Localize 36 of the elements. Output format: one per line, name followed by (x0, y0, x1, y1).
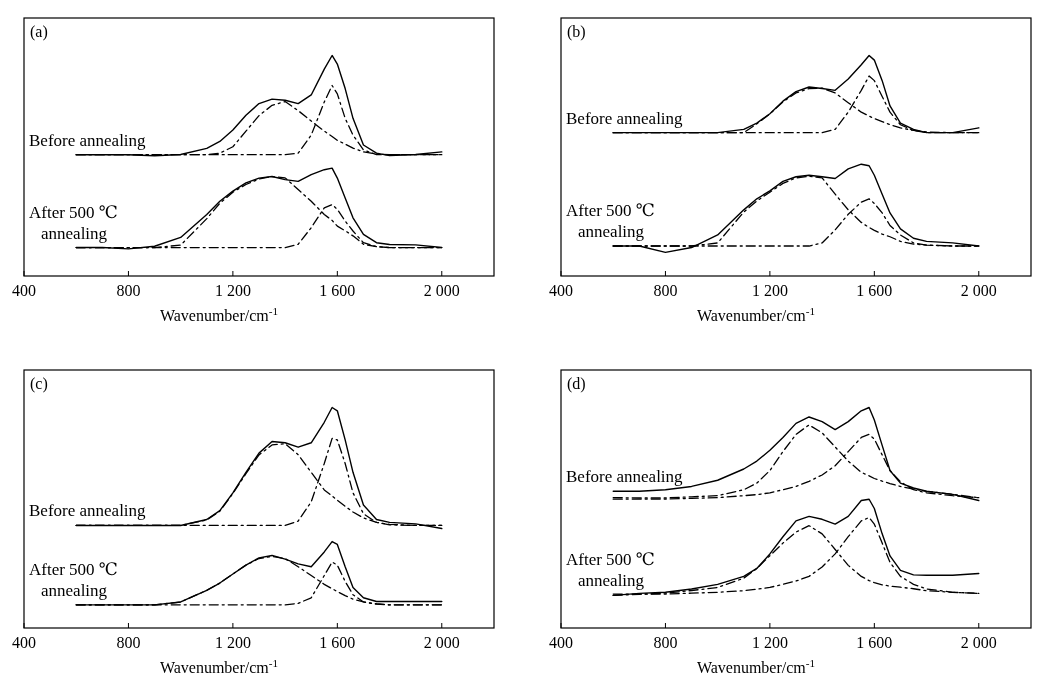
series-label: Before annealing (29, 501, 147, 521)
x-tick-label: 2 000 (960, 634, 997, 651)
chart-title: (a) (30, 23, 48, 41)
x-tick-label: 1 200 (751, 634, 788, 651)
series-label: After 500 ℃ annealing (566, 550, 655, 591)
x-tick-label: 400 (549, 634, 573, 651)
series-label: Before annealing (566, 467, 684, 487)
x-tick-label: 800 (653, 634, 678, 651)
x-axis-title: Wavenumber/cm$^{-1}$ (159, 657, 279, 676)
x-tick-label: 800 (116, 282, 141, 299)
series-label: After 500 ℃ annealing (29, 559, 118, 600)
x-tick-label: 2 000 (423, 282, 460, 299)
x-tick-label: 400 (12, 282, 36, 299)
x-tick-label: 800 (116, 634, 141, 651)
x-tick-label: 800 (653, 282, 678, 299)
x-axis-title: Wavenumber/cm$^{-1}$ (159, 305, 279, 324)
x-tick-label: 1 600 (319, 634, 356, 651)
series-label: After 500 ℃ annealing (566, 201, 655, 242)
x-tick-label: 1 200 (751, 282, 788, 299)
chart-title: (c) (30, 375, 48, 393)
series-label: After 500 ℃ annealing (29, 202, 118, 243)
series-label: Before annealing (566, 108, 684, 128)
x-tick-label: 2 000 (423, 634, 460, 651)
x-tick-label: 1 600 (856, 634, 893, 651)
series-label: Before annealing (29, 130, 147, 150)
x-tick-label: 1 600 (319, 282, 356, 299)
x-axis-title: Wavenumber/cm$^{-1}$ (696, 657, 816, 676)
chart-title: (d) (567, 375, 586, 393)
chart-title: (b) (567, 23, 586, 41)
x-tick-label: 1 200 (214, 634, 251, 651)
x-tick-label: 1 600 (856, 282, 893, 299)
x-tick-label: 400 (549, 282, 573, 299)
x-tick-label: 400 (12, 634, 36, 651)
x-axis-title: Wavenumber/cm$^{-1}$ (696, 305, 816, 324)
x-tick-label: 2 000 (960, 282, 997, 299)
x-tick-label: 1 200 (214, 282, 251, 299)
